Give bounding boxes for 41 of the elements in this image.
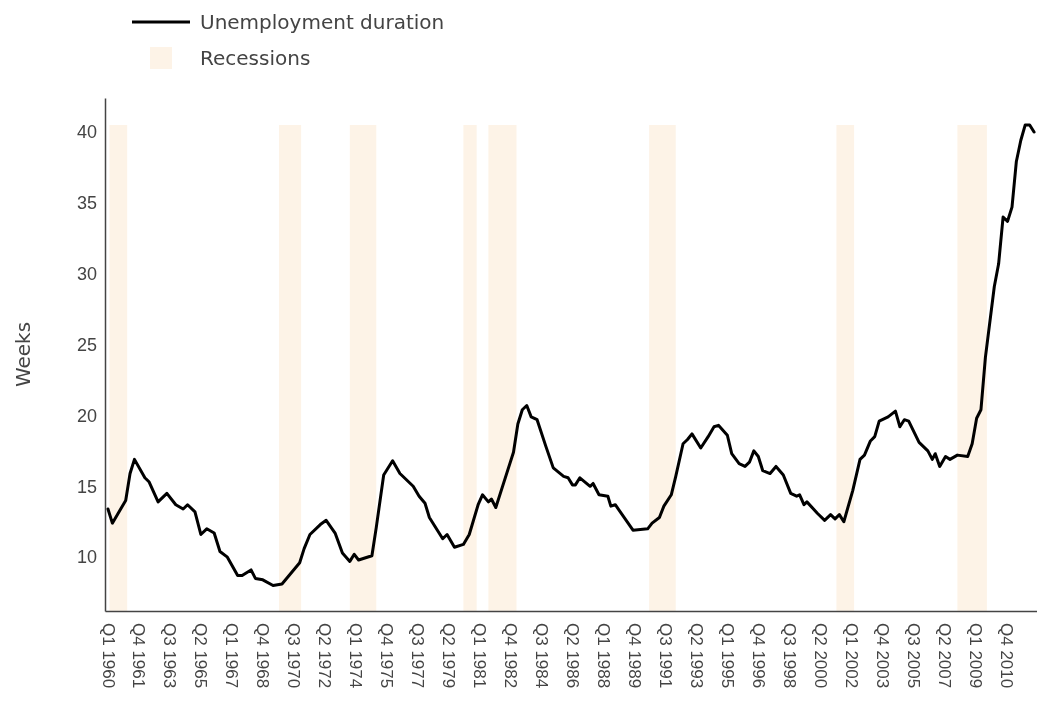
y-tick-label: 40 (76, 122, 97, 143)
y-tick-label: 15 (76, 476, 97, 497)
y-tick-label: 20 (76, 405, 97, 426)
y-tick-label: 35 (76, 193, 97, 214)
x-tick-label: Q3 1963 (160, 623, 180, 689)
x-tick-label: Q4 1975 (377, 623, 397, 689)
y-tick-label: 25 (76, 334, 97, 355)
x-tick-label: Q4 1982 (501, 623, 521, 689)
y-tick-label: 10 (76, 547, 97, 568)
x-tick-label: Q1 1974 (346, 623, 366, 689)
x-tick-label: Q4 2010 (996, 623, 1016, 689)
x-tick-label: Q2 1993 (686, 623, 706, 689)
x-tick-label: Q1 1981 (470, 623, 490, 689)
x-tick-label: Q3 1984 (532, 623, 552, 689)
x-tick-label: Q3 1998 (779, 623, 799, 689)
x-tick-label: Q3 1991 (655, 623, 675, 689)
x-tick-label: Q2 1986 (563, 623, 582, 689)
y-tick-label: 30 (76, 263, 97, 284)
x-tick-label: Q1 1967 (222, 623, 242, 689)
x-tick-label: Q3 1970 (284, 623, 304, 689)
x-tick-label: Q1 1988 (594, 623, 614, 689)
y-axis-title: Weeks (11, 321, 35, 388)
x-tick-label: Q4 1968 (253, 623, 273, 689)
x-tick-label: Q1 1995 (717, 623, 737, 689)
legend-label: Unemployment duration (200, 10, 445, 34)
line-series (106, 123, 1036, 587)
x-tick-label: Q3 1977 (408, 623, 428, 689)
x-tick-label: Q4 2003 (872, 623, 892, 689)
x-tick-label: Q2 1965 (191, 623, 211, 689)
x-tick-label: Q2 1979 (439, 623, 459, 689)
x-tick-label: Q4 1961 (129, 623, 149, 689)
x-tick-label: Q2 1972 (315, 623, 335, 689)
x-tick-label: Q2 2007 (934, 623, 954, 689)
x-tick-label: Q4 1989 (624, 623, 644, 689)
x-tick-label: Q3 2005 (903, 623, 923, 689)
x-tick-label: Q1 2002 (841, 623, 861, 689)
x-tick-label: Q2 2000 (810, 623, 830, 689)
x-tick-label: Q4 1996 (748, 623, 768, 689)
x-tick-label: Q1 2009 (965, 623, 985, 689)
x-tick-label: Q1 1960 (98, 623, 118, 689)
legend-label: Recessions (200, 46, 311, 70)
